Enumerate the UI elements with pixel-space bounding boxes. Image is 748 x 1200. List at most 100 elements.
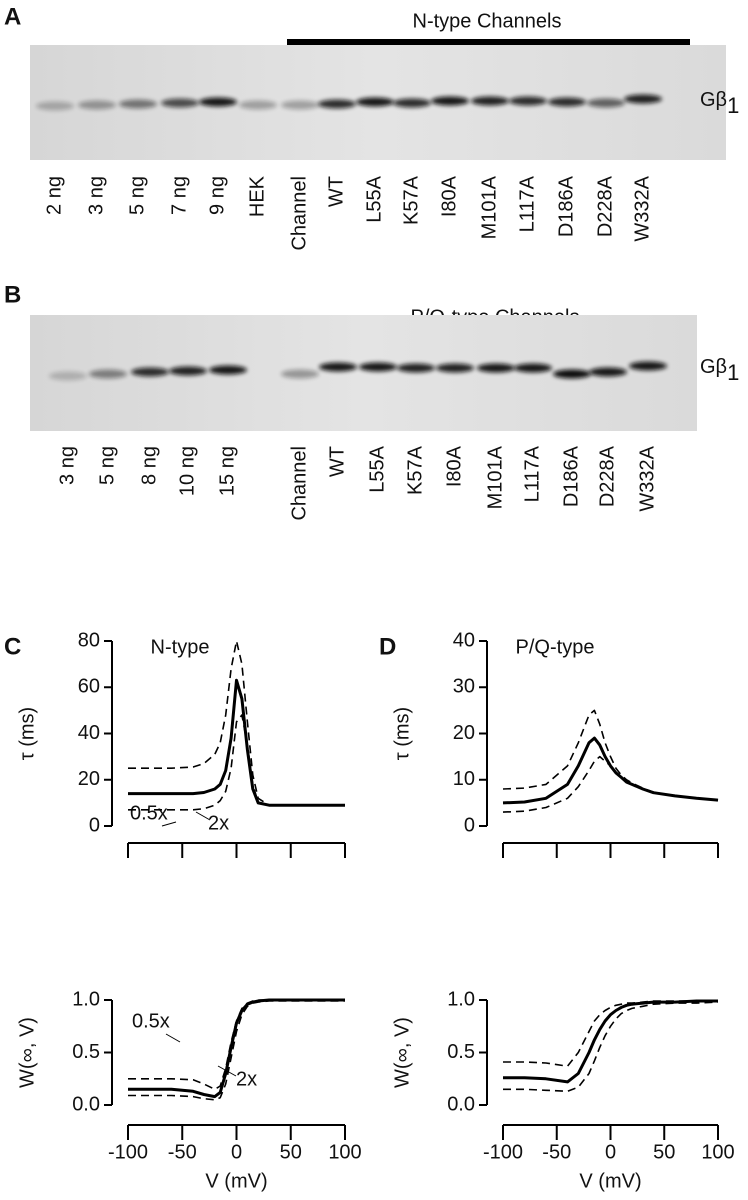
dashed-curve (128, 1000, 345, 1101)
y-tick-label: 30 (453, 676, 475, 698)
y-tick-label: 20 (453, 722, 475, 744)
y-axis-label: τ (ms) (391, 707, 413, 760)
lane-label: L55A (366, 445, 388, 492)
dashed-curve (502, 755, 719, 813)
lane-label: WT (325, 176, 347, 207)
lane-label: 3 ng (56, 446, 78, 485)
lane-label: D228A (596, 445, 618, 507)
band (477, 363, 515, 373)
band (169, 366, 207, 376)
band (239, 100, 277, 110)
band (393, 98, 431, 108)
lane-label: 5 ng (96, 446, 118, 485)
band (356, 97, 394, 107)
dashed-curve (128, 714, 345, 811)
lane-label: I80A (443, 445, 465, 487)
band (36, 101, 74, 111)
band (509, 96, 547, 106)
lane-label: 2 ng (43, 176, 65, 215)
lane-label: Channel (288, 176, 310, 251)
band (397, 363, 435, 373)
blot-header: N-type Channels (413, 10, 562, 32)
lane-label: 8 ng (138, 446, 160, 485)
leader-line (165, 1033, 181, 1043)
y-tick-label: 0 (89, 814, 100, 836)
band-group (49, 361, 667, 381)
y-tick-label: 20 (78, 768, 100, 790)
band (161, 98, 199, 108)
band (199, 97, 237, 107)
band (436, 363, 474, 373)
lane-label: W332A (636, 445, 658, 511)
x-tick-label: 50 (653, 1141, 675, 1163)
lane-label: WT (326, 446, 348, 477)
x-tick-label: 0 (605, 1141, 616, 1163)
band (131, 367, 169, 377)
solid-curve (128, 678, 345, 807)
band (471, 96, 509, 106)
band-label: Gβ1 (700, 356, 739, 385)
band (281, 369, 319, 379)
band (514, 363, 552, 373)
dashed-curve (502, 709, 719, 801)
panel-letter: A (4, 3, 21, 30)
band (431, 96, 469, 106)
chart-title: P/Q-type (516, 636, 595, 658)
lane-label: L117A (521, 445, 543, 502)
y-tick-label: 80 (78, 629, 100, 651)
panel-letter: B (4, 281, 21, 308)
x-tick-label: 0 (231, 1141, 242, 1163)
band (624, 94, 662, 104)
y-tick-label: 1.0 (72, 988, 100, 1010)
x-tick-label: -100 (108, 1141, 148, 1163)
lane-label: L55A (363, 175, 385, 222)
band (209, 365, 247, 375)
panel-letter: D (379, 633, 396, 660)
x-tick-label: 50 (280, 1141, 302, 1163)
chart-title: N-type (151, 636, 210, 658)
band (629, 361, 667, 371)
y-axis-label: τ (ms) (16, 707, 38, 760)
lane-label: 15 ng (216, 446, 238, 496)
lane-label: 3 ng (85, 176, 107, 215)
band-label: Gβ1 (700, 89, 739, 118)
band (553, 369, 591, 379)
lane-label: HEK (246, 175, 268, 217)
band-group (36, 94, 662, 111)
leader-line (161, 821, 177, 827)
band (281, 100, 319, 110)
lane-label: W332A (631, 175, 653, 241)
lane-label: M101A (478, 175, 500, 239)
y-tick-label: 1.0 (447, 988, 475, 1010)
leader-line (195, 811, 211, 821)
dashed-curve (503, 1001, 719, 1093)
lane-label: D186A (560, 445, 582, 507)
x-tick-label: 100 (328, 1141, 361, 1163)
lane-label: 5 ng (126, 176, 148, 215)
x-axis-label: V (mV) (205, 1170, 267, 1192)
y-axis-label: W(∞, V) (16, 1017, 38, 1088)
dashed-curve (128, 640, 345, 806)
band (319, 362, 357, 372)
band (589, 367, 627, 377)
lane-label: K57A (404, 445, 426, 495)
lane-label: 10 ng (176, 446, 198, 496)
band (78, 100, 116, 110)
band (359, 362, 397, 372)
y-tick-label: 0.0 (447, 1093, 475, 1115)
x-axis-label: V (mV) (579, 1170, 641, 1192)
lane-label: I80A (438, 175, 460, 217)
solid-curve (502, 736, 719, 805)
y-tick-label: 10 (453, 768, 475, 790)
band (89, 369, 127, 379)
annotation: 0.5x (130, 802, 168, 824)
lane-label: K57A (400, 175, 422, 225)
y-tick-label: 0.5 (447, 1041, 475, 1063)
y-tick-label: 40 (78, 722, 100, 744)
band (548, 97, 586, 107)
lane-label: 7 ng (168, 176, 190, 215)
lane-label: Channel (288, 446, 310, 521)
y-tick-label: 0.0 (72, 1093, 100, 1115)
y-tick-label: 0.5 (72, 1041, 100, 1063)
